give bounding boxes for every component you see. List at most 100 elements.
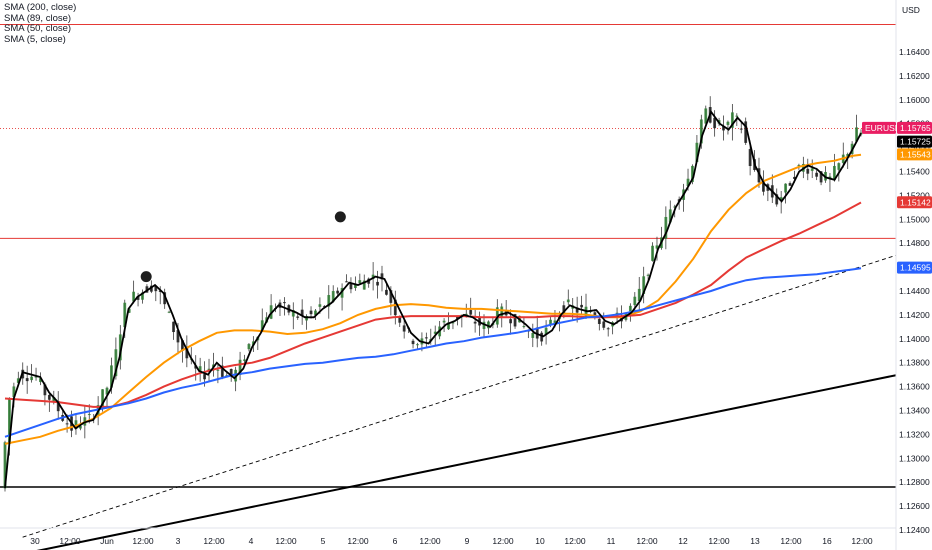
candle-body <box>176 330 180 343</box>
candle-body <box>220 365 224 377</box>
candle-body <box>855 127 858 142</box>
candle-body <box>522 326 526 328</box>
candle-body <box>815 172 819 177</box>
candle-body <box>606 328 610 330</box>
sma-line-2 <box>4 267 862 438</box>
candle-body <box>101 389 104 407</box>
candle-body <box>722 126 725 131</box>
candle-body <box>314 310 317 315</box>
marker-dot-1[interactable] <box>334 211 346 223</box>
candle-body <box>469 310 473 315</box>
candle-body <box>16 378 20 383</box>
candle-body <box>52 397 56 402</box>
time-tick-label: 12:00 <box>132 536 154 546</box>
candle-body <box>713 117 717 129</box>
candle-body <box>482 321 486 329</box>
markers[interactable] <box>140 211 346 283</box>
candle-body <box>602 321 606 328</box>
price-tick-label: 1.16200 <box>899 71 930 81</box>
indicator-legend: SMA (200, close) SMA (89, close) SMA (50… <box>4 2 77 45</box>
time-tick-label: 12:00 <box>275 536 297 546</box>
time-tick-label: 11 <box>607 536 616 546</box>
price-tick-label: 1.13000 <box>899 453 930 463</box>
price-tick-label: 1.12800 <box>899 477 930 487</box>
candle-body <box>846 153 850 158</box>
candle-body <box>668 209 672 223</box>
candle-body <box>118 334 122 361</box>
symbol-tag-bg <box>862 121 896 134</box>
candle-body <box>398 317 402 323</box>
time-tick-label: 6 <box>393 536 398 546</box>
candle-body <box>385 289 388 295</box>
last-price-tag-text: 1.15725 <box>900 137 931 147</box>
candle-body <box>793 176 796 179</box>
candle-body <box>345 281 348 283</box>
candle-body <box>12 386 16 398</box>
candle-body <box>322 306 326 308</box>
time-tick-label: 12 <box>678 536 688 546</box>
candle-body <box>172 321 175 333</box>
candle-body <box>376 281 379 286</box>
candle-body <box>43 384 47 396</box>
price-tick-label: 1.15200 <box>899 190 930 200</box>
candle-body <box>762 181 765 192</box>
time-tick-label: 5 <box>321 536 326 546</box>
candle-body <box>8 398 11 444</box>
symbol-price-tag-bg <box>897 121 932 134</box>
last-price-tag-bg <box>897 135 932 148</box>
candle-body <box>651 245 654 261</box>
candle-body <box>562 305 566 315</box>
candle-body <box>105 387 109 395</box>
candle-body <box>331 291 335 302</box>
marker-dot-0[interactable] <box>140 271 152 283</box>
price-tick-label: 1.16400 <box>899 47 930 57</box>
candle-body <box>167 311 171 313</box>
price-tick-label: 1.13200 <box>899 429 930 439</box>
time-tick-label: 12:00 <box>203 536 225 546</box>
candle-body <box>380 273 384 280</box>
candle-body <box>402 325 406 332</box>
candle-body <box>784 183 788 193</box>
candle-body <box>748 149 752 167</box>
price-tick-label: 1.12600 <box>899 501 930 511</box>
time-axis[interactable]: 30 12:00 Jun 12:00 3 12:00 4 12:00 5 12:00 6 12:00 9… <box>0 527 932 546</box>
sma50-price-tag-bg <box>897 148 932 161</box>
candle-body <box>730 112 734 128</box>
trend-line-0[interactable] <box>5 374 897 550</box>
candle-body <box>549 319 552 325</box>
candle-body <box>296 316 300 318</box>
sma50-price-tag-text: 1.15543 <box>900 149 931 159</box>
legend-sma50[interactable]: SMA (50, close) <box>4 23 72 34</box>
candle-body <box>593 312 597 318</box>
sma5-line <box>4 109 862 489</box>
candle-body <box>646 274 650 276</box>
legend-sma89[interactable]: SMA (89, close) <box>4 12 72 24</box>
trend-lines[interactable] <box>5 254 897 550</box>
price-axis-bg <box>896 0 932 550</box>
sma89-price-tag-text: 1.15142 <box>900 197 931 207</box>
legend-sma200[interactable]: SMA (200, close) <box>4 2 77 13</box>
candle-body <box>806 168 810 174</box>
candle-body <box>389 290 393 303</box>
candle-body <box>575 307 579 313</box>
candle-body <box>127 308 131 313</box>
candle-body <box>513 314 517 327</box>
candle-body <box>34 376 38 378</box>
candle-body <box>673 206 677 208</box>
candle-body <box>500 306 504 318</box>
price-tick-label: 1.12400 <box>899 525 930 535</box>
trend-line-1[interactable] <box>22 254 897 538</box>
candle-body <box>336 290 340 294</box>
legend-sma5[interactable]: SMA (5, close) <box>4 33 66 45</box>
candle-body <box>642 276 646 294</box>
price-axis[interactable]: USD 1.12400 1.12600 1.12800 1.13000 1.13200 1.… <box>895 0 932 550</box>
time-tick-label: 16 <box>822 536 832 546</box>
candle-body <box>198 366 202 371</box>
candle-body <box>353 283 357 288</box>
candle-body <box>340 287 344 298</box>
horizontal-lines[interactable] <box>0 23 896 488</box>
symbol-tag-text: EURUSD <box>865 123 901 133</box>
candle-body <box>628 305 632 312</box>
candle-body <box>637 288 641 301</box>
